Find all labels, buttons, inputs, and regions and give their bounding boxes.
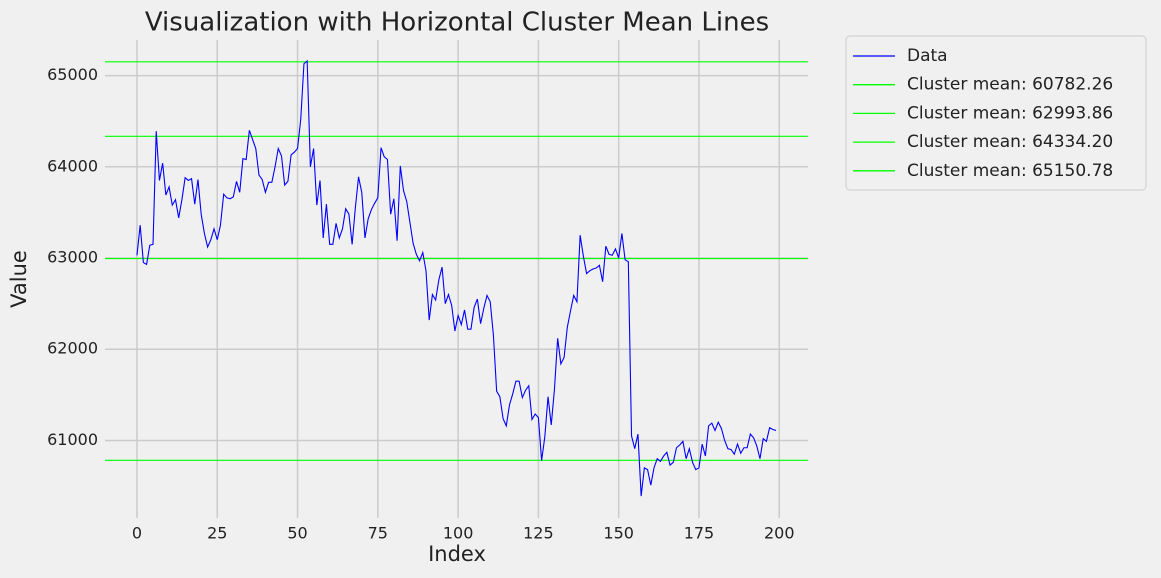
x-tick-label: 175 xyxy=(684,524,715,543)
x-tick-label: 50 xyxy=(287,524,307,543)
x-tick-label: 0 xyxy=(132,524,142,543)
data-line xyxy=(136,59,777,497)
x-tick-label: 150 xyxy=(603,524,634,543)
y-tick-label: 62000 xyxy=(47,339,98,358)
x-axis-label: Index xyxy=(428,542,486,566)
x-tick-label: 75 xyxy=(368,524,388,543)
x-tick-label: 200 xyxy=(764,524,795,543)
y-axis-label: Value xyxy=(7,250,31,308)
legend-label: Cluster mean: 64334.20 xyxy=(907,132,1113,152)
legend-label: Cluster mean: 65150.78 xyxy=(907,161,1113,181)
legend-label: Cluster mean: 60782.26 xyxy=(907,75,1113,95)
x-tick-label: 125 xyxy=(523,524,554,543)
x-tick-label: 25 xyxy=(207,524,227,543)
legend-label: Data xyxy=(907,46,948,66)
legend-box xyxy=(845,35,1147,191)
y-tick-label: 65000 xyxy=(47,65,98,84)
chart-title: Visualization with Horizontal Cluster Me… xyxy=(145,8,769,38)
y-tick-label: 64000 xyxy=(47,156,98,175)
y-tick-label: 61000 xyxy=(47,430,98,449)
y-tick-label: 63000 xyxy=(47,248,98,267)
legend-label: Cluster mean: 62993.86 xyxy=(907,103,1113,123)
x-tick-label: 100 xyxy=(443,524,474,543)
